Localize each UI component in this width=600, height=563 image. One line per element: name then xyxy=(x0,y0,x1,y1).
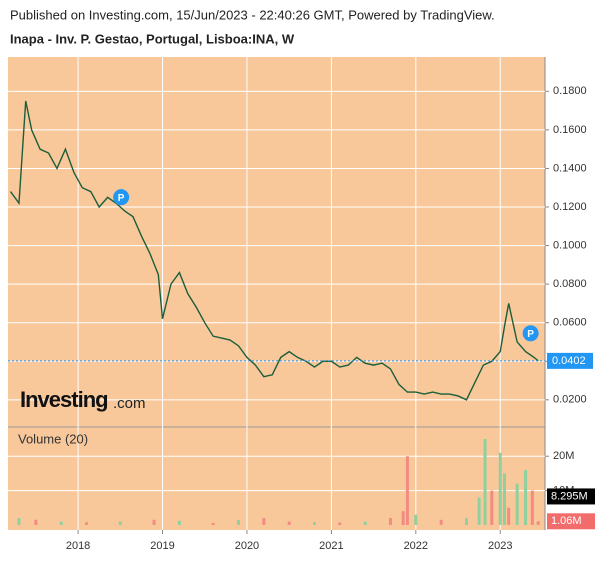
marker xyxy=(113,189,130,206)
y-tick-label: 0.0600 xyxy=(553,317,587,329)
x-tick-label: 2023 xyxy=(488,540,512,552)
last-price-label: 0.0402 xyxy=(552,355,586,367)
volume-bar xyxy=(211,522,215,525)
marker-label: P xyxy=(527,329,534,340)
volume-bar xyxy=(401,511,405,525)
volume-bar xyxy=(388,518,392,525)
volume-bar xyxy=(405,456,409,525)
volume-bar xyxy=(439,519,443,525)
volume-bar xyxy=(118,521,122,525)
logo: Investing xyxy=(20,387,108,412)
volume-bar xyxy=(464,518,468,525)
volume-bar xyxy=(483,439,487,525)
marker xyxy=(522,325,539,342)
volume-bar xyxy=(530,490,534,525)
volume-bar xyxy=(17,518,21,525)
y-tick-label: 0.1200 xyxy=(553,201,587,213)
volume-bar xyxy=(59,521,63,525)
x-tick-label: 2021 xyxy=(319,540,343,552)
volume-bar xyxy=(312,522,316,525)
volume-bar xyxy=(85,522,89,525)
price-line xyxy=(9,100,539,401)
x-tick-label: 2020 xyxy=(235,540,259,552)
x-tick-label: 2022 xyxy=(404,540,428,552)
volume-bar xyxy=(237,519,241,525)
y-tick-label: 0.1800 xyxy=(553,85,587,97)
volume-bar xyxy=(287,521,291,525)
volume-title: Volume (20) xyxy=(18,431,88,446)
marker-label: P xyxy=(118,193,125,204)
last-box xyxy=(547,513,595,530)
volume-bar xyxy=(338,522,342,525)
y-tick-label: 0.1600 xyxy=(553,124,587,136)
y-tick-label: 20M xyxy=(553,450,574,462)
symbol: Inapa - Inv. P. Gestao, Portugal, Lisboa… xyxy=(10,31,295,46)
y-tick-label: 0.0800 xyxy=(553,278,587,290)
plot-bg xyxy=(8,57,545,530)
volume-bar xyxy=(34,519,38,525)
volume-bar xyxy=(177,520,181,525)
volume-bar xyxy=(262,518,266,525)
volume-bar xyxy=(498,452,502,525)
published: Published on Investing.com, 15/Jun/2023 … xyxy=(10,7,495,22)
x-tick-label: 2019 xyxy=(150,540,174,552)
volume-bar xyxy=(490,490,494,525)
x-tick-label: 2018 xyxy=(66,540,90,552)
y-tick-label: 0.1400 xyxy=(553,162,587,174)
average-box xyxy=(547,488,595,505)
last-price-box xyxy=(547,352,593,369)
volume-bar xyxy=(515,483,519,525)
volume-bar xyxy=(507,507,511,525)
y-tick-label: 0.0200 xyxy=(553,394,587,406)
last-label: 1.06M xyxy=(551,515,582,527)
volume-bar xyxy=(152,519,156,525)
volume-bar xyxy=(502,473,506,525)
volume-bar xyxy=(536,521,540,525)
average-label: 8.295M xyxy=(551,490,588,502)
y-tick-label: 0.1000 xyxy=(553,239,587,251)
logo-suffix: .com xyxy=(113,395,146,412)
volume-bar xyxy=(477,497,481,525)
volume-bar xyxy=(363,521,367,525)
volume-bar xyxy=(524,469,528,525)
volume-bar xyxy=(414,514,418,525)
